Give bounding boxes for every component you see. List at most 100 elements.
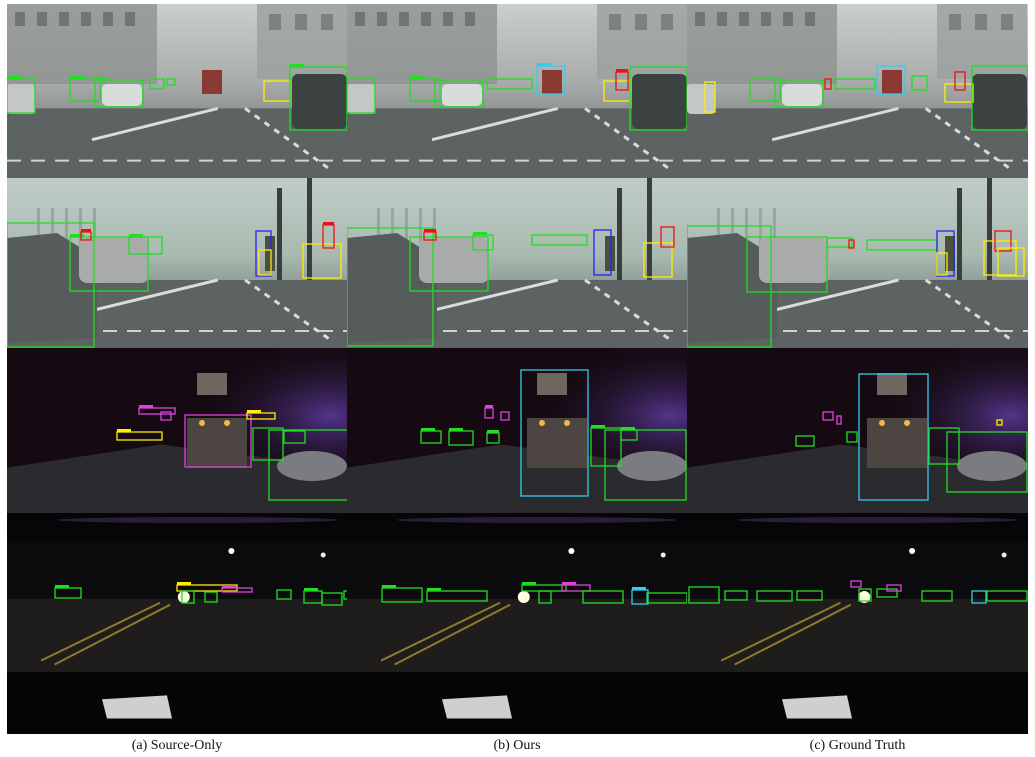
car-detection-box	[426, 590, 488, 602]
detection-label-tag	[621, 427, 635, 430]
scene-image	[687, 178, 1028, 348]
car-detection-box	[343, 590, 347, 600]
detection-label-tag	[7, 76, 21, 79]
traffic-sign-detection-box	[500, 411, 510, 421]
traffic-sign-detection-box	[138, 407, 176, 415]
person-detection-box	[258, 249, 272, 276]
scene-image	[7, 178, 347, 348]
person-detection-box	[997, 247, 1025, 277]
car-detection-box	[283, 430, 306, 444]
detection-label-tag	[410, 76, 424, 79]
row1-ours-panel	[347, 4, 687, 178]
car-detection-box	[181, 590, 195, 604]
row2-ours-panel	[347, 178, 687, 348]
car-detection-box	[347, 227, 434, 347]
row1-ground-truth-panel	[687, 4, 1028, 178]
traffic-sign-detection-box	[184, 414, 252, 468]
car-detection-box	[434, 79, 484, 108]
traffic-sign-detection-box	[850, 580, 862, 588]
scene-image	[687, 348, 1028, 541]
car-detection-box	[756, 590, 793, 602]
car-detection-box	[204, 591, 218, 603]
caption-ground-truth: (c) Ground Truth	[809, 738, 906, 753]
row4-source-only-panel	[7, 541, 347, 734]
detection-label-tag	[421, 428, 435, 431]
car-detection-box	[946, 431, 1028, 493]
row3-ground-truth-panel	[687, 348, 1028, 541]
car-detection-box	[94, 79, 144, 108]
car-detection-box	[409, 78, 441, 102]
scene-image	[7, 348, 347, 541]
car-detection-box	[268, 429, 347, 501]
traffic-sign-detection-box	[886, 584, 902, 592]
detection-label-tag	[177, 582, 191, 585]
person-detection-box	[983, 240, 1017, 276]
car-detection-box	[646, 592, 687, 604]
car-detection-box	[688, 586, 720, 604]
car-detection-box	[347, 78, 376, 114]
detection-label-tag	[323, 222, 334, 225]
car-detection-box	[724, 590, 748, 601]
car-detection-box	[928, 427, 960, 465]
scene-image	[7, 4, 347, 178]
car-detection-box	[486, 78, 533, 90]
bicycle-detection-box	[994, 230, 1012, 252]
detection-label-tag	[222, 585, 236, 588]
traffic-sign-detection-box	[836, 415, 842, 425]
car-detection-box	[858, 588, 872, 602]
detection-label-tag	[81, 229, 91, 232]
detection-label-tag	[139, 405, 153, 408]
detection-label-tag	[382, 585, 396, 588]
caption-source-only: (a) Source-Only	[131, 738, 223, 753]
row1-source-only-panel	[7, 4, 347, 178]
car-detection-box	[276, 589, 292, 600]
detection-label-tag	[562, 582, 576, 585]
car-detection-box	[531, 234, 588, 246]
detection-label-tag	[485, 405, 493, 408]
person-detection-box	[996, 419, 1003, 426]
caption-ours: (b) Ours	[493, 738, 541, 753]
scene-image	[687, 4, 1028, 178]
scene-image	[7, 541, 347, 734]
car-detection-box	[826, 237, 853, 248]
detection-label-tag	[449, 428, 463, 431]
traffic-sign-detection-box	[822, 411, 834, 421]
detection-label-tag	[290, 64, 304, 67]
car-detection-box	[128, 236, 163, 255]
car-detection-box	[604, 429, 687, 501]
person-detection-box	[116, 431, 163, 441]
car-detection-box	[834, 78, 876, 90]
person-detection-box	[944, 83, 974, 103]
person-detection-box	[704, 81, 716, 113]
car-detection-box	[629, 66, 687, 131]
car-detection-box	[796, 590, 823, 601]
detection-label-tag	[117, 429, 131, 432]
car-detection-box	[749, 78, 781, 102]
row4-ours-panel	[347, 541, 687, 734]
car-detection-box	[409, 236, 489, 292]
truck-detection-box	[971, 590, 987, 604]
detection-label-tag	[473, 232, 487, 235]
detection-label-tag	[427, 588, 441, 591]
rider-detection-box	[593, 229, 612, 276]
scene-image	[347, 541, 687, 734]
scene-image	[687, 541, 1028, 734]
row2-source-only-panel	[7, 178, 347, 348]
detection-label-tag	[55, 585, 69, 588]
person-detection-box	[302, 243, 342, 279]
truck-detection-box	[876, 65, 906, 95]
car-detection-box	[166, 78, 176, 86]
detection-label-tag	[522, 582, 536, 585]
car-detection-box	[69, 78, 101, 102]
caption-row: (a) Source-Only (b) Ours (c) Ground Trut…	[7, 736, 1028, 756]
detection-label-tag	[70, 234, 84, 237]
car-detection-box	[149, 78, 165, 90]
car-detection-box	[971, 65, 1028, 131]
bicycle-detection-box	[954, 71, 966, 91]
row3-source-only-panel	[7, 348, 347, 541]
detection-label-tag	[70, 76, 84, 79]
figure-grid	[7, 4, 1028, 734]
bicycle-detection-box	[824, 78, 832, 90]
car-detection-box	[746, 236, 828, 293]
row4-ground-truth-panel	[687, 541, 1028, 734]
